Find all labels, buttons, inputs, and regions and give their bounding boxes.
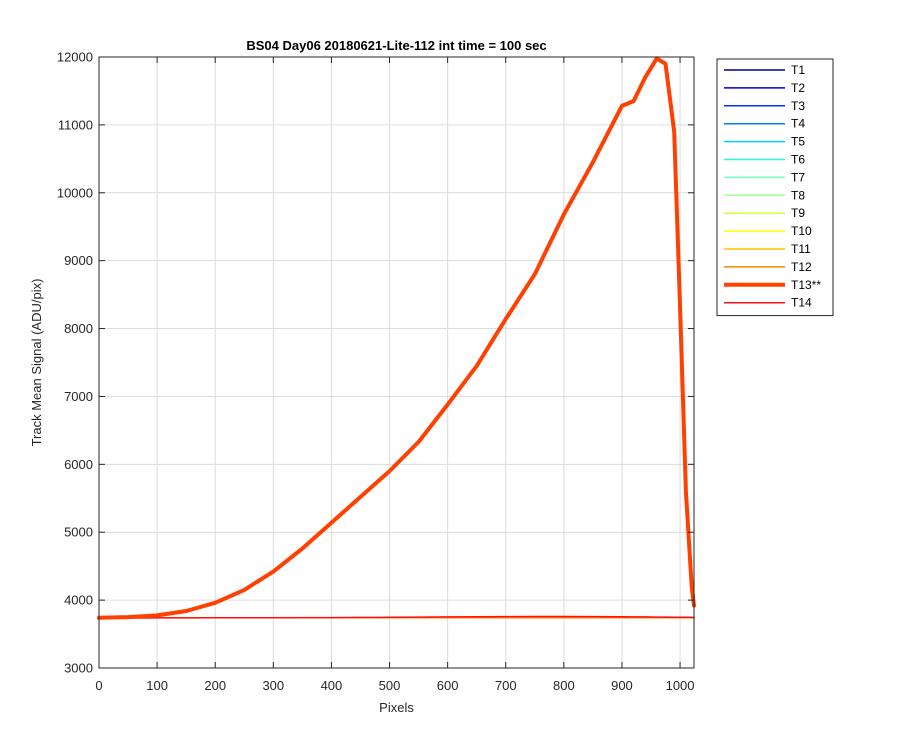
x-tick-label: 800 <box>553 678 575 693</box>
legend-label-t6: T6 <box>791 153 805 167</box>
legend-label-t9: T9 <box>791 206 805 220</box>
x-tick-label: 100 <box>146 678 168 693</box>
y-tick-label: 4000 <box>64 593 93 608</box>
y-tick-label: 6000 <box>64 457 93 472</box>
legend-label-t2: T2 <box>791 81 805 95</box>
x-tick-label: 600 <box>437 678 459 693</box>
y-axis-label: Track Mean Signal (ADU/pix) <box>29 279 44 447</box>
legend-label-t14: T14 <box>791 296 812 310</box>
legend-label-t10: T10 <box>791 224 812 238</box>
series-line-t14 <box>98 615 695 620</box>
x-tick-label: 1000 <box>666 678 695 693</box>
legend-label-t4: T4 <box>791 117 805 131</box>
y-tick-label: 12000 <box>57 50 93 65</box>
legend-label-t1: T1 <box>791 63 805 77</box>
legend: T1 T2 T3 T4 T5 T6 T7 T8 T9 T10 T11 T12 T13** T14 <box>716 58 834 317</box>
legend-label-t13: T13** <box>791 278 821 292</box>
legend-label-t5: T5 <box>791 135 805 149</box>
x-tick-label: 300 <box>262 678 284 693</box>
chart-title: BS04 Day06 20180621-Lite-112 int time = … <box>246 38 546 53</box>
y-tick-label: 5000 <box>64 525 93 540</box>
legend-label-t11: T11 <box>791 242 811 256</box>
x-tick-label: 900 <box>611 678 633 693</box>
legend-label-t3: T3 <box>791 99 805 113</box>
y-tick-label: 3000 <box>64 661 93 676</box>
legend-box <box>716 58 834 317</box>
legend-label-t8: T8 <box>791 188 805 202</box>
y-tick-label: 7000 <box>64 389 93 404</box>
x-tick-label: 0 <box>95 678 102 693</box>
series-line-t13 <box>97 56 696 620</box>
plot-frame <box>98 56 695 669</box>
x-tick-label: 400 <box>321 678 343 693</box>
x-axis-label: Pixels <box>379 700 414 715</box>
x-tick-label: 200 <box>204 678 226 693</box>
legend-label-t12: T12 <box>791 260 812 274</box>
legend-label-t7: T7 <box>791 170 805 184</box>
y-tick-label: 9000 <box>64 253 93 268</box>
x-tick-label: 700 <box>495 678 517 693</box>
axis-ticks: 0 100 200 300 400 500 600 700 800 900 1000 3000 4000… <box>57 50 695 694</box>
y-tick-label: 11000 <box>58 117 93 132</box>
series-lines <box>97 56 696 620</box>
y-tick-label: 8000 <box>64 321 93 336</box>
grid-lines <box>98 56 694 669</box>
x-tick-label: 500 <box>379 678 401 693</box>
y-tick-label: 10000 <box>57 185 93 200</box>
